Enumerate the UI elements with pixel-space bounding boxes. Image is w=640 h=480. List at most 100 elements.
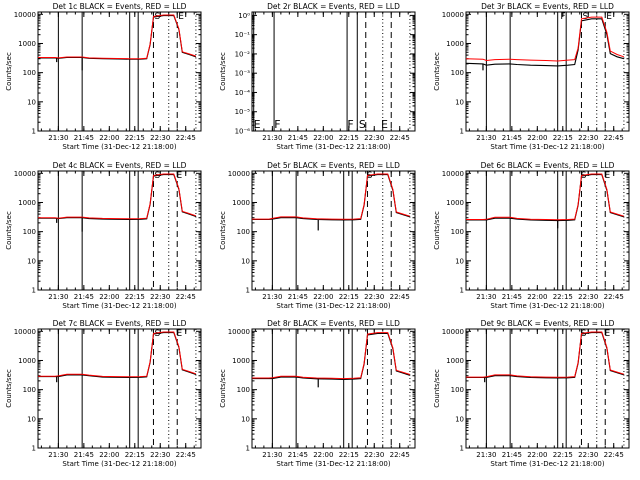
x-tick-label: 22:30 bbox=[150, 451, 170, 459]
y-tick-label: 1 bbox=[32, 128, 36, 136]
x-tick-label: 21:30 bbox=[48, 134, 68, 142]
y-tick-label: 100 bbox=[237, 228, 250, 236]
x-tick-label: 22:45 bbox=[604, 134, 624, 142]
x-tick-label: 22:30 bbox=[364, 451, 384, 459]
x-tick-label: 22:00 bbox=[313, 134, 333, 142]
series-line-events bbox=[252, 174, 411, 221]
y-tick-label: 10⁻⁴ bbox=[235, 89, 251, 97]
series-group bbox=[252, 173, 411, 231]
y-tick-label: 10 bbox=[455, 415, 464, 423]
plot-frame bbox=[37, 328, 202, 449]
series-line-lld bbox=[38, 173, 197, 220]
series-line-lld bbox=[466, 173, 625, 221]
y-tick-label: 100 bbox=[23, 228, 36, 236]
y-tick-label: 1 bbox=[460, 128, 464, 136]
x-tick-label: 21:45 bbox=[288, 134, 308, 142]
x-tick-label: 21:30 bbox=[262, 451, 282, 459]
y-tick-label: 100 bbox=[451, 228, 464, 236]
plot-frame bbox=[465, 328, 630, 449]
y-tick-label: 10000 bbox=[14, 11, 36, 19]
series-line-events bbox=[38, 332, 197, 379]
x-tick-label: 21:45 bbox=[74, 134, 94, 142]
y-tick-label: 10000 bbox=[442, 11, 464, 19]
y-tick-label: 1000 bbox=[446, 40, 464, 48]
x-tick-label: 22:15 bbox=[339, 451, 359, 459]
x-tick-label: 21:30 bbox=[48, 293, 68, 301]
y-tick-label: 100 bbox=[23, 69, 36, 77]
y-axis-label: Counts/sec bbox=[433, 52, 441, 91]
panel-det-8: Det 8r BLACK = Events, RED = LLD 1 10 100 10… bbox=[219, 319, 416, 468]
y-axis-label: Counts/sec bbox=[433, 369, 441, 408]
plot-frame bbox=[251, 11, 416, 132]
marker-letter: E bbox=[381, 118, 388, 131]
y-axis-label: Counts/sec bbox=[5, 369, 13, 408]
panel-det-7: Det 7c BLACK = Events, RED = LLD 1 10 100 10… bbox=[5, 319, 202, 468]
x-tick-label: 22:45 bbox=[176, 134, 196, 142]
x-tick-label: 22:45 bbox=[604, 293, 624, 301]
x-tick-label: 22:30 bbox=[364, 293, 384, 301]
y-tick-label: 100 bbox=[23, 386, 36, 394]
x-tick-label: 21:30 bbox=[476, 134, 496, 142]
x-tick-label: 21:45 bbox=[502, 134, 522, 142]
x-tick-label: 21:30 bbox=[262, 134, 282, 142]
panel-det-2: Det 2r BLACK = Events, RED = LLD 10⁻⁶ 10⁻⁵… bbox=[219, 2, 416, 151]
y-tick-label: 10 bbox=[27, 98, 36, 106]
x-tick-label: 21:45 bbox=[74, 293, 94, 301]
y-tick-label: 1 bbox=[460, 287, 464, 295]
y-tick-label: 10 bbox=[241, 415, 250, 423]
panel-title: Det 6c BLACK = Events, RED = LLD bbox=[481, 161, 615, 170]
y-tick-label: 10 bbox=[27, 257, 36, 265]
y-tick-label: 10000 bbox=[14, 170, 36, 178]
y-tick-label: 1 bbox=[246, 445, 250, 453]
series-line-lld bbox=[466, 16, 625, 62]
x-axis-label: Start Time (31-Dec-12 21:18:00) bbox=[62, 143, 176, 151]
x-tick-label: 22:00 bbox=[99, 134, 119, 142]
x-tick-label: 22:15 bbox=[339, 293, 359, 301]
series-group bbox=[466, 331, 625, 383]
x-axis-label: Start Time (31-Dec-12 21:18:00) bbox=[490, 143, 604, 151]
y-tick-label: 1 bbox=[460, 445, 464, 453]
y-tick-label: 10000 bbox=[228, 170, 250, 178]
y-tick-label: 1000 bbox=[446, 199, 464, 207]
x-axis-label: Start Time (31-Dec-12 21:18:00) bbox=[490, 460, 604, 468]
x-tick-label: 22:15 bbox=[339, 134, 359, 142]
x-tick-label: 22:45 bbox=[176, 451, 196, 459]
series-line-lld bbox=[252, 332, 411, 380]
x-tick-label: 22:45 bbox=[604, 451, 624, 459]
series-line-lld bbox=[466, 331, 625, 378]
marker-letter: S bbox=[359, 118, 366, 131]
x-tick-label: 21:45 bbox=[74, 451, 94, 459]
x-axis-label: Start Time (31-Dec-12 21:18:00) bbox=[62, 460, 176, 468]
y-tick-label: 10000 bbox=[442, 170, 464, 178]
series-line-events bbox=[252, 332, 411, 380]
y-tick-label: 1 bbox=[246, 287, 250, 295]
series-group bbox=[466, 16, 625, 71]
x-tick-label: 21:30 bbox=[262, 293, 282, 301]
y-tick-label: 10 bbox=[455, 98, 464, 106]
x-tick-label: 21:45 bbox=[288, 451, 308, 459]
series-line-lld bbox=[38, 331, 197, 378]
x-tick-label: 21:45 bbox=[288, 293, 308, 301]
y-tick-label: 1000 bbox=[18, 357, 36, 365]
series-group bbox=[466, 173, 625, 229]
marker-letter: E bbox=[605, 329, 611, 339]
x-tick-label: 21:30 bbox=[476, 293, 496, 301]
x-tick-label: 22:45 bbox=[390, 134, 410, 142]
panel-det-1: Det 1c BLACK = Events, RED = LLD 1 10 100 10… bbox=[5, 2, 202, 151]
panel-title: Det 9c BLACK = Events, RED = LLD bbox=[481, 319, 615, 328]
x-tick-label: 22:30 bbox=[578, 451, 598, 459]
x-tick-label: 22:45 bbox=[390, 451, 410, 459]
y-axis-label: Counts/sec bbox=[5, 52, 13, 91]
x-tick-label: 22:15 bbox=[553, 451, 573, 459]
panel-title: Det 5r BLACK = Events, RED = LLD bbox=[267, 161, 400, 170]
x-tick-label: 22:30 bbox=[578, 134, 598, 142]
y-axis-label: Counts/sec bbox=[5, 211, 13, 250]
plot-frame bbox=[465, 170, 630, 291]
y-tick-label: 1 bbox=[32, 445, 36, 453]
panel-title: Det 8r BLACK = Events, RED = LLD bbox=[267, 319, 400, 328]
x-tick-label: 22:00 bbox=[527, 293, 547, 301]
x-tick-label: 22:30 bbox=[364, 134, 384, 142]
x-tick-label: 21:45 bbox=[502, 293, 522, 301]
series-line-lld bbox=[38, 14, 197, 60]
